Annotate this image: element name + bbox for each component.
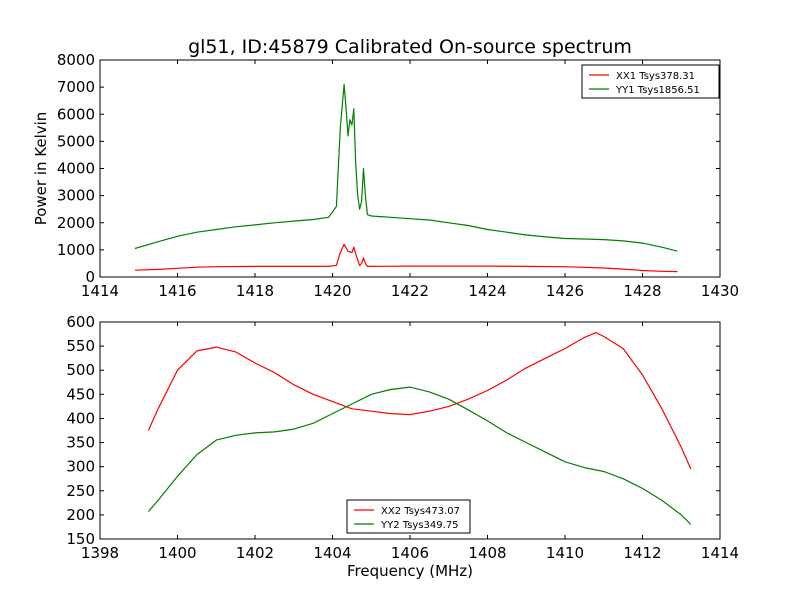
y-tick-label: 200 [66,506,95,524]
x-tick-label: 1428 [623,282,661,300]
series-line-xx1 [134,243,678,273]
legend-label: XX2 Tsys473.07 [381,506,460,517]
x-axis-label: Frequency (MHz) [347,562,473,580]
x-tick-label: 1414 [81,282,119,300]
x-tick-label: 1400 [158,544,196,562]
y-tick-label: 300 [66,458,95,476]
x-tick-label: 1420 [313,282,351,300]
y-tick-label: 5000 [57,132,95,150]
legend-label: YY1 Tsys1856.51 [615,85,700,96]
x-tick-label: 1402 [236,544,274,562]
x-tick-label: 1424 [468,282,506,300]
y-tick-label: 6000 [57,105,95,123]
y-tick-label: 1000 [57,241,95,259]
y-axis-label: Power in Kelvin [32,112,50,226]
y-tick-label: 550 [66,337,95,355]
y-tick-label: 150 [66,530,95,548]
x-tick-label: 1410 [546,544,584,562]
legend-label: XX1 Tsys378.31 [616,71,695,82]
y-tick-label: 250 [66,482,95,500]
x-tick-label: 1418 [236,282,274,300]
y-tick-label: 450 [66,385,95,403]
series-line-yy2 [147,386,692,525]
top-plot: 1414 1416 1418 1420 1422 1424 1426 1428 1430 0 100… [32,51,739,300]
y-tick-label: 0 [85,268,95,286]
legend-box [346,499,471,534]
y-tick-label: 3000 [57,187,95,205]
x-tick-label: 1414 [701,544,739,562]
x-tick-label: 1406 [391,544,429,562]
y-tick-label: 350 [66,434,95,452]
legend: XX2 Tsys473.07 YY2 Tsys349.75 [346,499,471,534]
x-tick-label: 1412 [623,544,661,562]
x-tick-label: 1426 [546,282,584,300]
x-tick-label: 1408 [468,544,506,562]
chart-title: gl51, ID:45879 Calibrated On-source spec… [188,36,632,58]
y-tick-label: 600 [66,313,95,331]
series-line-yy1 [134,83,678,252]
bottom-plot: 1398 1400 1402 1404 1406 1408 1410 1412 1414 150 2… [66,313,739,580]
y-tick-label: 400 [66,409,95,427]
legend: XX1 Tsys378.31 YY1 Tsys1856.51 [581,64,720,99]
y-tick-label: 4000 [57,160,95,178]
x-tick-label: 1404 [313,544,351,562]
x-tick-label: 1416 [158,282,196,300]
y-tick-label: 500 [66,361,95,379]
legend-label: YY2 Tsys349.75 [380,520,459,531]
y-tick-label: 8000 [57,51,95,69]
y-tick-label: 7000 [57,78,95,96]
legend-box [581,64,720,99]
y-tick-label: 2000 [57,214,95,232]
series-line-xx2 [147,332,692,470]
x-tick-label: 1398 [81,544,119,562]
x-tick-label: 1422 [391,282,429,300]
x-tick-label: 1430 [701,282,739,300]
